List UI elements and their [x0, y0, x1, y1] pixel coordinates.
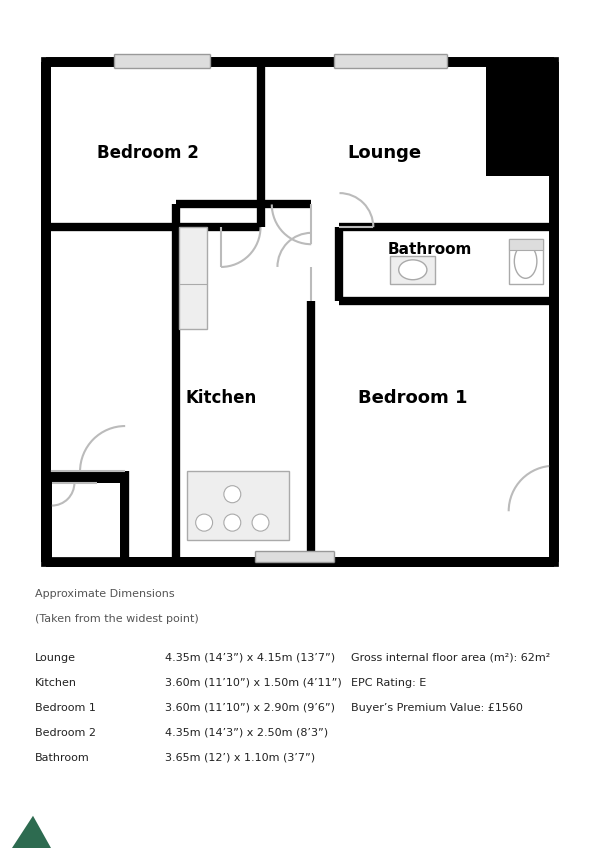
Text: Kitchen: Kitchen [185, 388, 257, 407]
Bar [486, 63, 554, 176]
Circle shape [224, 486, 241, 503]
Text: Bedroom 2: Bedroom 2 [35, 728, 96, 738]
Text: Kitchen: Kitchen [35, 678, 77, 688]
Ellipse shape [514, 244, 537, 278]
Bar [509, 238, 542, 250]
Bar [509, 238, 542, 250]
Text: Buyer’s Premium Value: £1560: Buyer’s Premium Value: £1560 [351, 703, 523, 712]
Bar [334, 54, 446, 68]
Polygon shape [12, 816, 51, 848]
Text: Bedroom 1: Bedroom 1 [35, 703, 96, 712]
Bar [187, 471, 289, 539]
Circle shape [252, 514, 269, 531]
Bar [114, 54, 210, 68]
Bar [179, 227, 207, 330]
Bar [46, 471, 125, 562]
Bar [187, 471, 289, 539]
Text: Lounge: Lounge [347, 144, 422, 162]
Text: Bedroom 1: Bedroom 1 [358, 388, 467, 407]
Ellipse shape [398, 259, 427, 280]
Text: Lounge: Lounge [35, 653, 76, 663]
Text: Bedroom 2: Bedroom 2 [97, 144, 199, 162]
Bar [390, 255, 436, 284]
Text: 4.35m (14’3”) x 4.15m (13’7”): 4.35m (14’3”) x 4.15m (13’7”) [165, 653, 335, 663]
Text: 3.65m (12’) x 1.10m (3’7”): 3.65m (12’) x 1.10m (3’7”) [165, 752, 315, 762]
Bar [486, 59, 557, 176]
Bar [509, 238, 542, 284]
Text: Approximate Dimensions: Approximate Dimensions [35, 589, 175, 599]
Bar [46, 471, 125, 562]
Circle shape [196, 514, 212, 531]
Text: 3.60m (11’10”) x 1.50m (4’11”): 3.60m (11’10”) x 1.50m (4’11”) [165, 678, 342, 688]
Text: Gross internal floor area (m²): 62m²: Gross internal floor area (m²): 62m² [351, 653, 550, 663]
Text: EPC Rating: E: EPC Rating: E [351, 678, 427, 688]
Text: Bathroom: Bathroom [35, 752, 90, 762]
Bar [390, 255, 436, 284]
Text: 4.35m (14’3”) x 2.50m (8’3”): 4.35m (14’3”) x 2.50m (8’3”) [165, 728, 328, 738]
Bar [255, 551, 334, 562]
Bar [49, 480, 116, 562]
Text: Floor Plan: Floor Plan [24, 791, 182, 820]
Bar [52, 483, 119, 562]
Text: Bathroom: Bathroom [388, 243, 472, 258]
Bar [509, 238, 542, 284]
Text: (Taken from the widest point): (Taken from the widest point) [35, 614, 199, 623]
Bar [179, 227, 207, 330]
Text: 3.60m (11’10”) x 2.90m (9’6”): 3.60m (11’10”) x 2.90m (9’6”) [165, 703, 335, 712]
Circle shape [224, 514, 241, 531]
